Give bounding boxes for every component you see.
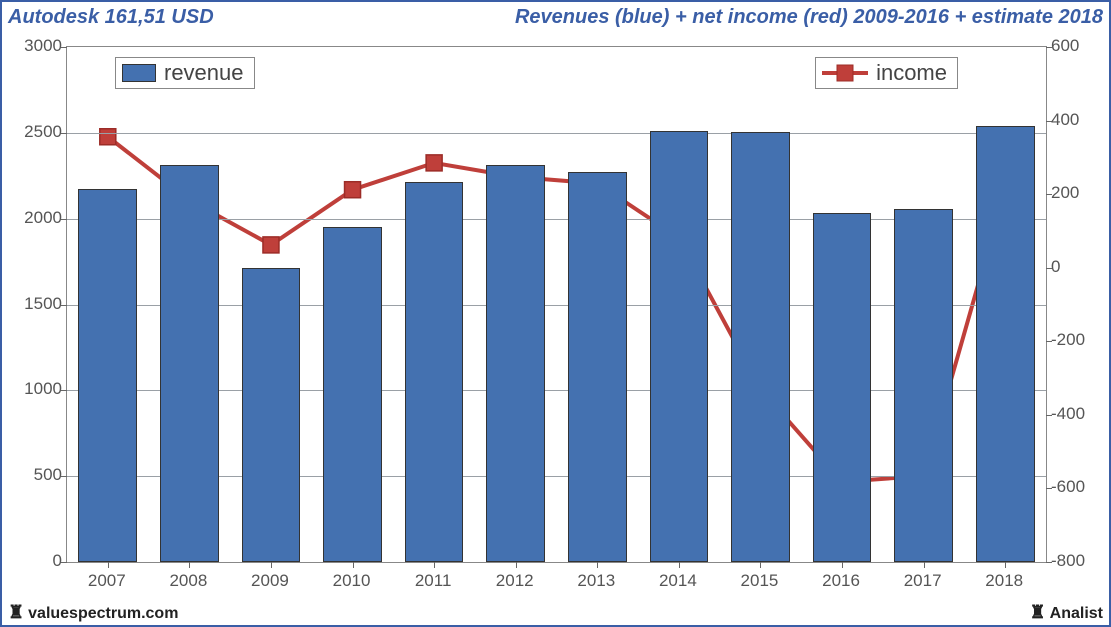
chart-header: Autodesk 161,51 USD Revenues (blue) + ne… [8, 4, 1103, 30]
footer-right: ♜Analist [1030, 602, 1103, 623]
x-tick-label: 2013 [577, 571, 615, 591]
y-left-tick-label: 1000 [6, 379, 62, 399]
header-title-left: Autodesk 161,51 USD [8, 6, 214, 29]
footer-left-text: valuespectrum.com [28, 605, 178, 622]
x-tick-label: 2011 [415, 571, 452, 591]
chart-frame: Autodesk 161,51 USD Revenues (blue) + ne… [0, 0, 1111, 627]
plot-outer: revenue income 050010001500200025003000-… [2, 32, 1109, 599]
chart-footer: ♜valuespectrum.com ♜Analist [8, 601, 1103, 623]
x-tick-label: 2015 [741, 571, 779, 591]
revenue-bar [486, 165, 545, 562]
legend-income-label: income [876, 60, 947, 86]
footer-right-text: Analist [1050, 605, 1103, 622]
income-marker [100, 129, 116, 145]
footer-left: ♜valuespectrum.com [8, 602, 178, 623]
revenue-bar [976, 126, 1035, 562]
y-right-tick-label: 400 [1051, 110, 1105, 130]
revenue-bar [242, 268, 301, 562]
x-tick-label: 2017 [904, 571, 942, 591]
x-tick-label: 2009 [251, 571, 289, 591]
x-tick-label: 2014 [659, 571, 697, 591]
x-tick-label: 2018 [985, 571, 1023, 591]
y-left-tick-label: 500 [6, 465, 62, 485]
y-right-tick-label: 200 [1051, 183, 1105, 203]
x-tick-label: 2016 [822, 571, 860, 591]
y-left-tick-label: 2500 [6, 122, 62, 142]
rook-icon: ♜ [1030, 602, 1046, 622]
legend-revenue: revenue [115, 57, 255, 89]
income-marker [426, 155, 442, 171]
y-left-tick-label: 1500 [6, 294, 62, 314]
revenue-bar [568, 172, 627, 562]
y-left-tick-label: 3000 [6, 36, 62, 56]
revenue-bar [78, 189, 137, 562]
revenue-bar [650, 131, 709, 562]
y-right-tick-label: -200 [1051, 330, 1105, 350]
x-tick-label: 2012 [496, 571, 534, 591]
revenue-bar [160, 165, 219, 562]
x-tick-label: 2008 [169, 571, 207, 591]
income-marker [345, 182, 361, 198]
legend-revenue-swatch [122, 64, 156, 82]
legend-income: income [815, 57, 958, 89]
legend-income-swatch [822, 63, 868, 83]
revenue-bar [405, 182, 464, 562]
y-left-tick-label: 2000 [6, 208, 62, 228]
plot-area: revenue income [66, 46, 1047, 563]
header-title-right: Revenues (blue) + net income (red) 2009-… [515, 6, 1103, 29]
legend-revenue-label: revenue [164, 60, 244, 86]
gridline [67, 133, 1046, 134]
y-left-tick-label: 0 [6, 551, 62, 571]
x-tick-label: 2010 [333, 571, 371, 591]
revenue-bar [894, 209, 953, 562]
rook-icon: ♜ [8, 602, 24, 622]
revenue-bar [813, 213, 872, 562]
income-marker [263, 237, 279, 253]
revenue-bar [323, 227, 382, 562]
y-right-tick-label: 600 [1051, 36, 1105, 56]
y-right-tick-label: -400 [1051, 404, 1105, 424]
x-tick-label: 2007 [88, 571, 126, 591]
y-right-tick-label: 0 [1051, 257, 1105, 277]
y-right-tick-label: -600 [1051, 477, 1105, 497]
y-right-tick-label: -800 [1051, 551, 1105, 571]
revenue-bar [731, 132, 790, 562]
